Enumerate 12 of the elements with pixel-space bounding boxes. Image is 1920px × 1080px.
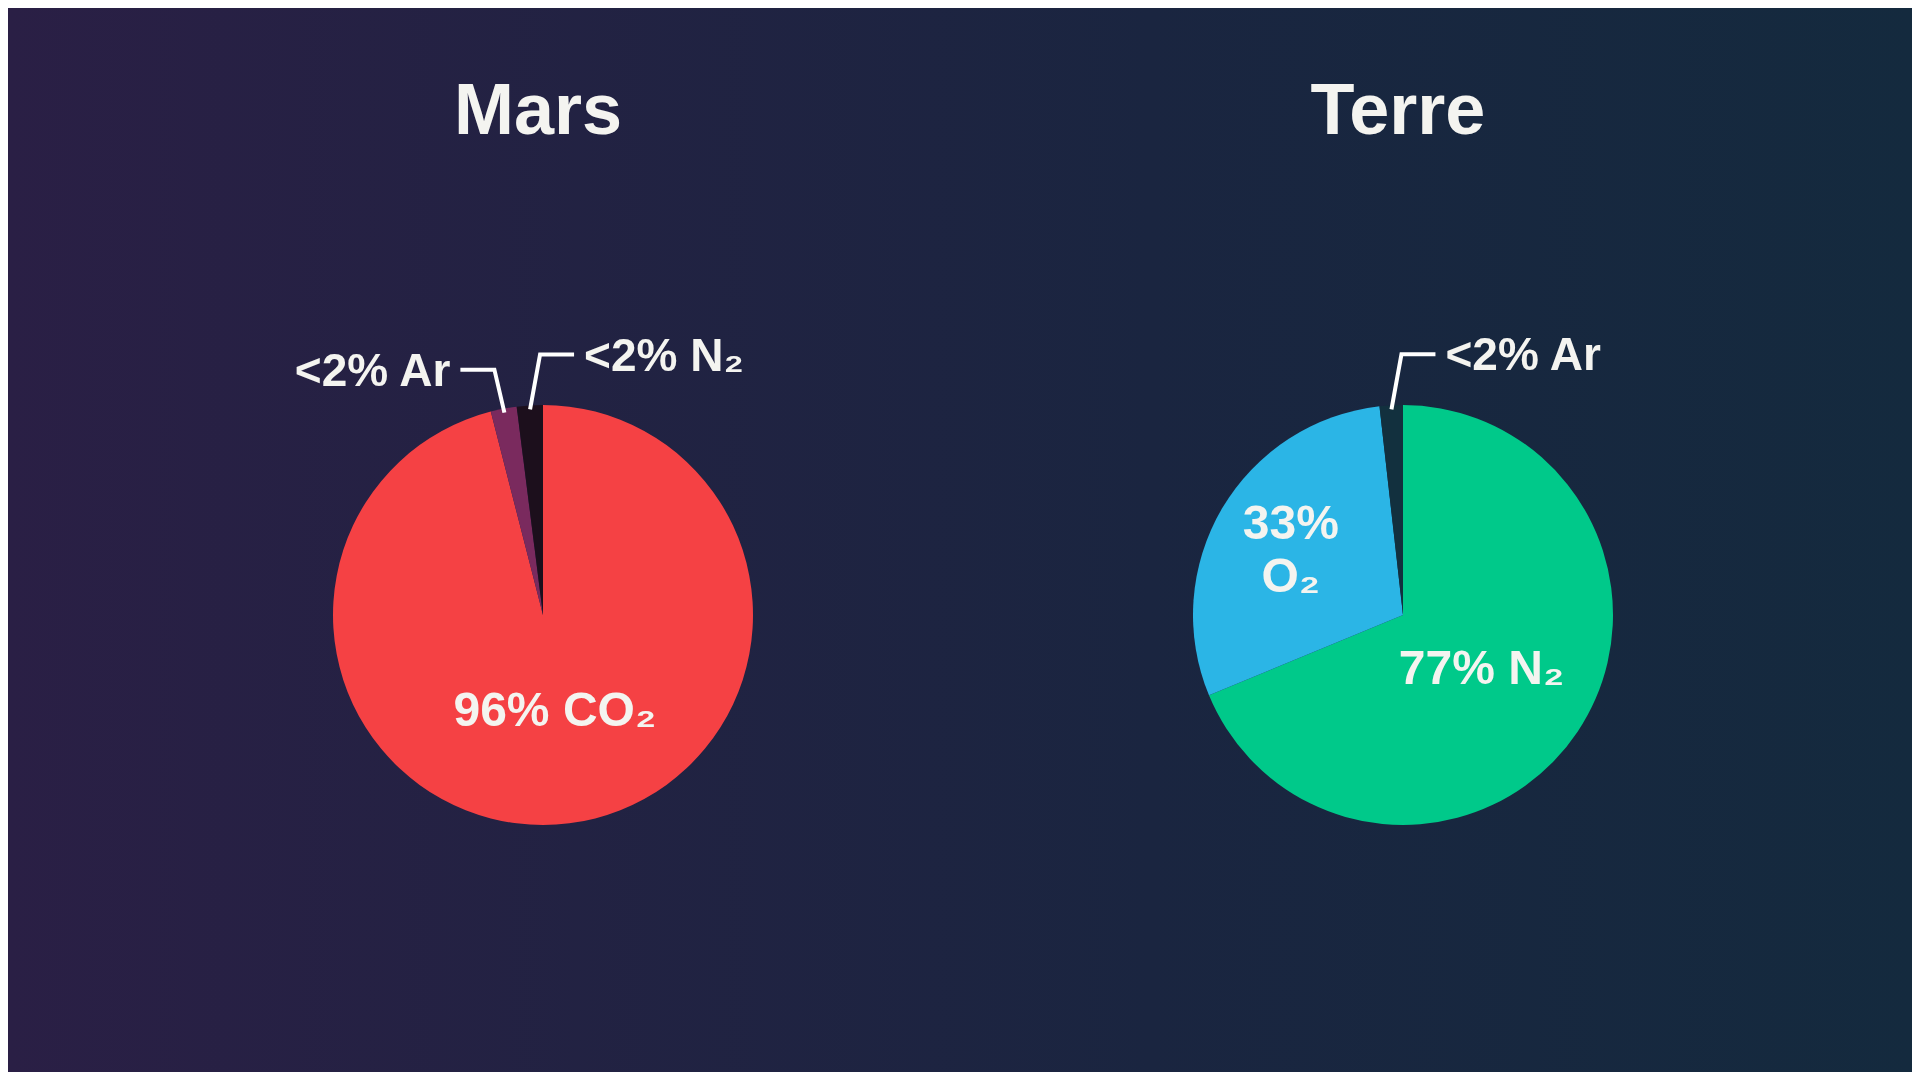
slice-label: <2% Ar (294, 343, 451, 396)
slice-label: 77% N₂ (1398, 641, 1565, 695)
data-label: 33% (1242, 496, 1339, 550)
pie-slice (1208, 405, 1613, 825)
pie-slice (490, 406, 543, 615)
slice-label: 96% CO₂ (453, 682, 657, 736)
slice-label: <2% N₂ (584, 328, 744, 381)
chart-title: Terre (1309, 68, 1487, 150)
slice-label: <2% Ar (1445, 328, 1602, 381)
slice-label: O₂ (1261, 549, 1321, 603)
chart-title: Mars (452, 68, 624, 150)
pie-slice (333, 405, 753, 825)
